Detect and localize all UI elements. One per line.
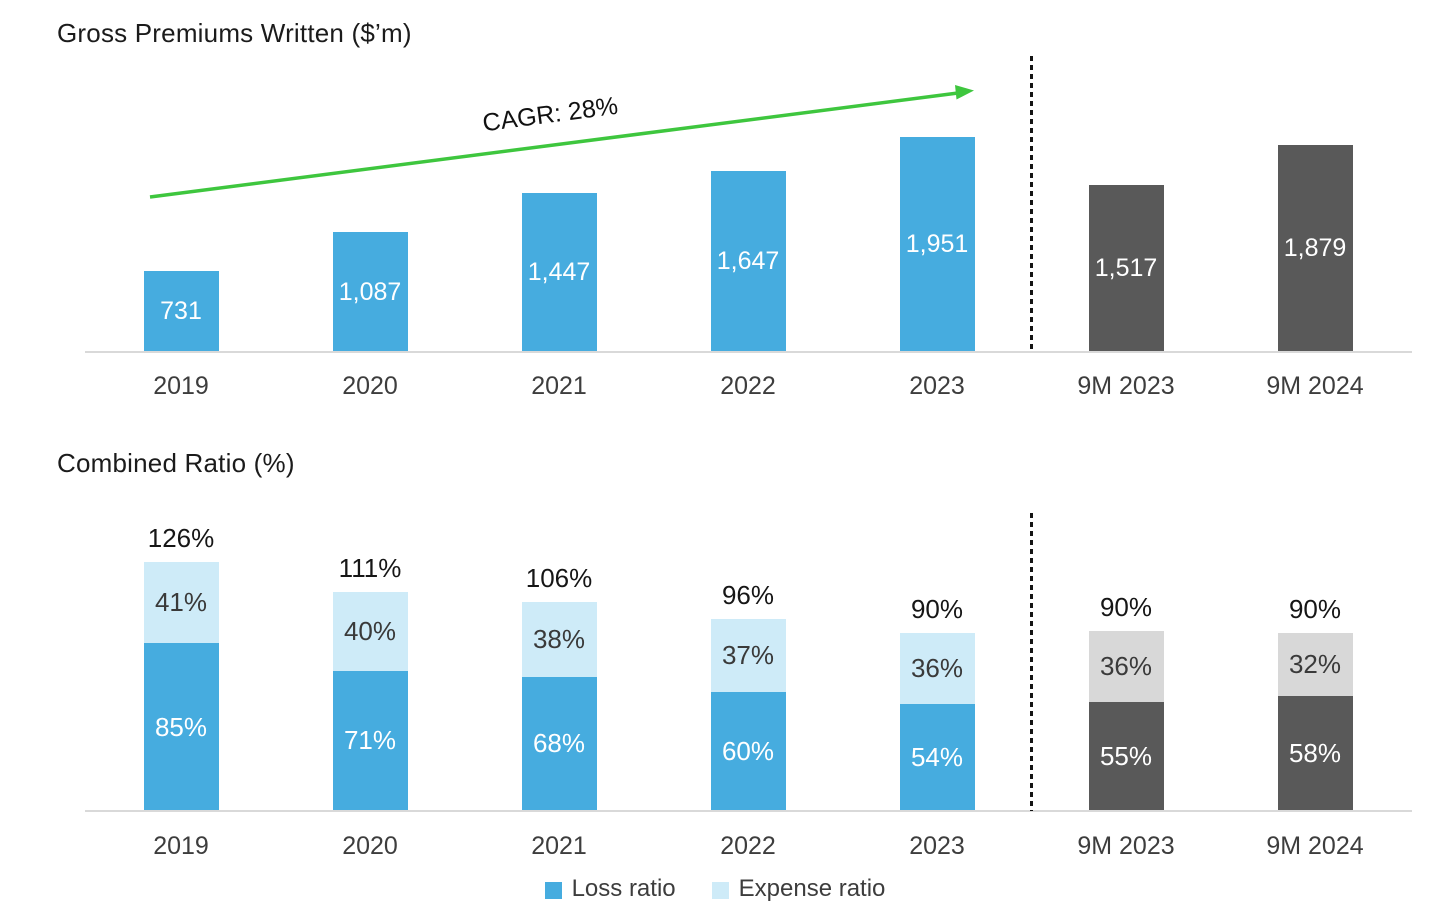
combined-ratio-total-label: 90%: [910, 594, 964, 625]
combined-ratio-chart-title: Combined Ratio (%): [57, 448, 295, 478]
combined-ratio-total-label: 96%: [721, 580, 775, 611]
loss-ratio-segment-2023: 54%: [899, 704, 975, 811]
legend-label-loss-ratio: Loss ratio: [571, 875, 676, 902]
legend: Loss ratio Expense ratio: [0, 875, 1430, 903]
combined-ratio-total-label: 126%: [147, 523, 215, 553]
loss-ratio-value-label: 71%: [343, 725, 397, 756]
expense-ratio-segment-2023: 36%: [899, 633, 975, 705]
combined-ratio-x-axis-label: 2021: [531, 832, 587, 860]
gpw-bar-2020: 1,087: [332, 232, 408, 352]
gpw-bar-2022: 1,647: [710, 170, 786, 352]
gpw-bar-value-label: 1,951: [905, 230, 969, 258]
gpw-chart-title: Gross Premiums Written ($’m): [57, 18, 412, 48]
gpw-bar-2023: 1,951: [899, 137, 975, 352]
gpw-x-axis-label: 2021: [531, 372, 587, 400]
loss-ratio-segment-2020: 71%: [332, 670, 408, 811]
combined-ratio-x-axis-label: 9M 2023: [1077, 832, 1175, 860]
loss-ratio-value-label: 54%: [910, 742, 964, 773]
gpw-bar-value-label: 1,087: [338, 277, 402, 306]
gpw-x-axis-label: 2019: [153, 372, 209, 400]
gpw-bar-value-label: 1,879: [1283, 233, 1347, 262]
loss-ratio-segment-9m-2024: 58%: [1277, 696, 1353, 811]
expense-ratio-value-label: 32%: [1288, 649, 1342, 680]
combined-ratio-x-axis-label: 2023: [909, 832, 965, 860]
gpw-bar-value-label: 1,517: [1094, 253, 1158, 282]
expense-ratio-segment-2019: 41%: [143, 562, 219, 644]
loss-ratio-swatch-icon: [544, 881, 562, 899]
loss-ratio-segment-9m-2023: 55%: [1088, 702, 1164, 811]
combined-ratio-x-axis-label: 2020: [342, 832, 398, 860]
cagr-annotation: CAGR: 28%: [480, 91, 620, 138]
combined-ratio-total-label: 111%: [338, 552, 402, 583]
legend-label-expense-ratio: Expense ratio: [738, 875, 886, 902]
combined-ratio-x-axis-label: 2019: [153, 832, 209, 860]
gpw-bar-9m-2023: 1,517: [1088, 184, 1164, 352]
gpw-x-axis-line: [85, 351, 1412, 353]
combined-ratio-total-label: 106%: [525, 562, 593, 593]
combined-ratio-period-separator-line: [1030, 513, 1033, 811]
expense-ratio-value-label: 36%: [910, 653, 964, 684]
loss-ratio-value-label: 55%: [1099, 741, 1153, 772]
combined-ratio-total-label: 90%: [1288, 594, 1342, 625]
expense-ratio-segment-2020: 40%: [332, 591, 408, 671]
gpw-bar-value-label: 1,647: [716, 246, 780, 275]
expense-ratio-swatch-icon: [711, 881, 729, 899]
loss-ratio-segment-2022: 60%: [710, 692, 786, 811]
legend-item-loss-ratio: Loss ratio: [544, 875, 676, 903]
legend-item-expense-ratio: Expense ratio: [711, 875, 886, 903]
expense-ratio-value-label: 41%: [154, 587, 208, 617]
loss-ratio-value-label: 60%: [721, 736, 775, 767]
loss-ratio-value-label: 85%: [154, 711, 208, 742]
gpw-bar-2019: 731: [143, 271, 219, 352]
gpw-x-axis-label: 9M 2023: [1077, 372, 1175, 400]
expense-ratio-value-label: 38%: [532, 623, 586, 654]
combined-ratio-x-axis-line: [85, 810, 1412, 812]
expense-ratio-segment-9m-2024: 32%: [1277, 633, 1353, 697]
expense-ratio-segment-2022: 37%: [710, 619, 786, 693]
loss-ratio-segment-2019: 85%: [143, 643, 219, 811]
gpw-bar-9m-2024: 1,879: [1277, 144, 1353, 352]
loss-ratio-value-label: 58%: [1288, 738, 1342, 769]
expense-ratio-value-label: 37%: [721, 640, 775, 671]
loss-ratio-value-label: 68%: [532, 728, 586, 759]
gpw-x-axis-label: 2023: [909, 372, 965, 400]
combined-ratio-x-axis-label: 2022: [720, 832, 776, 860]
gpw-x-axis-label: 2020: [342, 372, 398, 400]
gpw-x-axis-label: 9M 2024: [1266, 372, 1364, 400]
gpw-bar-2021: 1,447: [521, 192, 597, 352]
expense-ratio-segment-9m-2023: 36%: [1088, 631, 1164, 703]
expense-ratio-value-label: 36%: [1099, 651, 1153, 682]
expense-ratio-value-label: 40%: [343, 615, 397, 646]
loss-ratio-segment-2021: 68%: [521, 676, 597, 811]
gpw-x-axis-label: 2022: [720, 372, 776, 400]
gpw-bar-value-label: 1,447: [527, 257, 591, 286]
combined-ratio-total-label: 90%: [1099, 592, 1153, 623]
gpw-period-separator-line: [1030, 56, 1033, 352]
expense-ratio-segment-2021: 38%: [521, 601, 597, 677]
combined-ratio-x-axis-label: 9M 2024: [1266, 832, 1364, 860]
gpw-bar-value-label: 731: [160, 297, 202, 326]
